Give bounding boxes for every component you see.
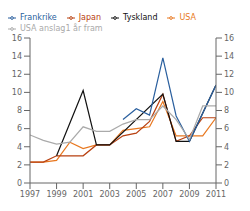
html-text:Tyskland: Tyskland — [123, 13, 158, 22]
svg-text:8: 8 — [17, 106, 22, 115]
svg-text:2005: 2005 — [126, 190, 146, 199]
svg-text:6: 6 — [17, 124, 22, 133]
svg-text:0: 0 — [17, 179, 22, 188]
svg-text:10: 10 — [224, 88, 234, 97]
svg-text:2: 2 — [224, 161, 229, 170]
svg-text:8: 8 — [224, 106, 229, 115]
html-text:USA: USA — [179, 13, 196, 22]
svg-text:2001: 2001 — [73, 190, 93, 199]
svg-text:1999: 1999 — [46, 190, 66, 199]
svg-text:16: 16 — [224, 34, 234, 43]
html-text:Japan: Japan — [78, 13, 101, 22]
html-text:USA anslag1 år fram: USA anslag1 år fram — [20, 24, 103, 33]
svg-text:14: 14 — [12, 52, 22, 61]
svg-text:0: 0 — [224, 179, 229, 188]
svg-text:12: 12 — [12, 70, 22, 79]
svg-text:2007: 2007 — [153, 190, 173, 199]
svg-text:2011: 2011 — [206, 190, 226, 199]
html-text:Frankrike: Frankrike — [20, 13, 57, 22]
svg-text:4: 4 — [224, 143, 229, 152]
svg-text:2: 2 — [17, 161, 22, 170]
svg-text:1997: 1997 — [20, 190, 40, 199]
svg-text:12: 12 — [224, 70, 234, 79]
svg-text:10: 10 — [12, 88, 22, 97]
svg-text:6: 6 — [224, 124, 229, 133]
svg-text:14: 14 — [224, 52, 234, 61]
svg-text:4: 4 — [17, 143, 22, 152]
svg-text:2003: 2003 — [100, 190, 120, 199]
svg-text:2009: 2009 — [179, 190, 199, 199]
svg-text:16: 16 — [12, 34, 22, 43]
